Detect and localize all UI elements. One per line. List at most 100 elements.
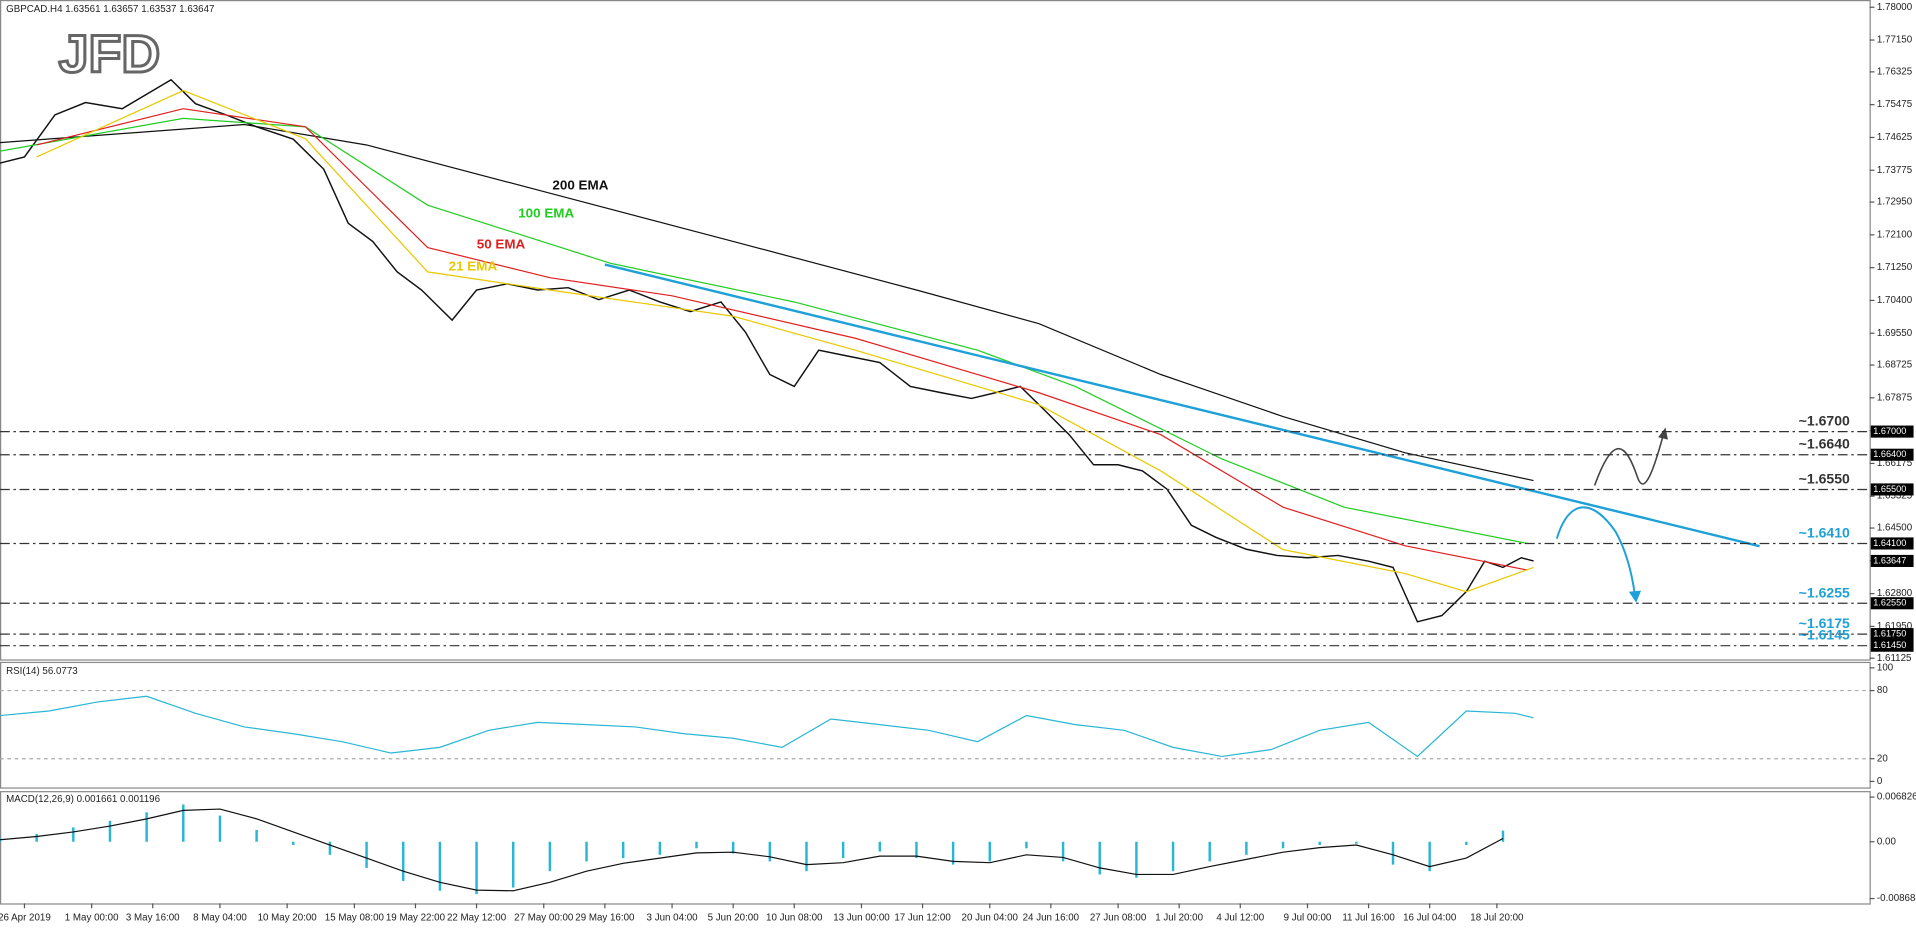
x-tick-label: 24 Jun 16:00: [1023, 912, 1080, 923]
x-tick-label: 10 May 20:00: [258, 912, 318, 923]
histogram-bar: [1465, 841, 1468, 846]
histogram-bar: [841, 841, 845, 859]
y-tick-label: 1.64500: [1877, 523, 1913, 534]
y-tick-label: -0.008688: [1877, 893, 1916, 904]
histogram-bar: [365, 841, 368, 868]
macd-title: MACD(12,26,9) 0.001661 0.001196: [6, 794, 160, 805]
histogram-bar: [1098, 841, 1101, 875]
y-tick-label: 0: [1877, 776, 1883, 787]
histogram-bar: [182, 804, 185, 842]
y-tick-label: 1.73775: [1877, 165, 1912, 176]
y-tick-label: 1.67875: [1877, 392, 1912, 403]
histogram-bar: [328, 841, 332, 855]
last-price-label: 1.63647: [1873, 555, 1906, 565]
histogram-bar: [878, 841, 882, 852]
x-tick-label: 1 May 00:00: [65, 912, 119, 923]
histogram-bar: [402, 841, 405, 881]
level-label: ~1.6255: [1799, 584, 1850, 600]
y-tick-label: 1.69550: [1877, 328, 1913, 339]
series-label: 50 EMA: [477, 237, 526, 252]
y-tick-label: 0.00: [1877, 836, 1897, 847]
x-tick-label: 18 Jul 20:00: [1470, 912, 1524, 923]
series-label: 200 EMA: [552, 178, 608, 193]
series-label: 100 EMA: [518, 205, 574, 220]
level-label: ~1.6145: [1799, 627, 1850, 643]
level-box-label: 1.61450: [1873, 640, 1906, 650]
y-tick-label: 1.62800: [1877, 588, 1913, 599]
histogram-bar: [915, 841, 918, 859]
x-tick-label: 1 Jul 20:00: [1155, 912, 1203, 923]
y-tick-label: 1.68725: [1877, 360, 1912, 371]
x-tick-label: 5 Jun 20:00: [708, 912, 760, 923]
histogram-bar: [1501, 830, 1505, 842]
x-tick-label: 16 Jul 04:00: [1403, 912, 1457, 923]
histogram-bar: [108, 820, 112, 842]
y-tick-label: 1.77150: [1877, 35, 1913, 46]
x-tick-label: 4 Jul 12:00: [1216, 912, 1264, 923]
y-tick-label: 1.66175: [1877, 458, 1912, 469]
histogram-bar: [1061, 841, 1065, 862]
histogram-bar: [695, 841, 698, 849]
histogram-bar: [218, 815, 222, 842]
level-box: [1870, 537, 1914, 550]
y-tick-label: 1.78000: [1877, 2, 1913, 13]
arrowhead: [1658, 427, 1668, 440]
histogram-bar: [72, 827, 75, 842]
level-box-label: 1.66400: [1873, 449, 1906, 459]
series-line: [36, 108, 1528, 571]
series-label: 21 EMA: [449, 258, 498, 273]
y-tick-label: 1.70400: [1877, 295, 1913, 306]
level-box-label: 1.61750: [1873, 629, 1906, 639]
level-label: ~1.6700: [1799, 413, 1850, 429]
x-tick-label: 26 Apr 2019: [0, 912, 51, 923]
y-tick-label: 20: [1877, 753, 1888, 764]
histogram-bar: [255, 829, 258, 842]
level-box-label: 1.67000: [1873, 426, 1906, 436]
histogram-bar: [805, 841, 808, 872]
y-tick-label: 1.61950: [1877, 621, 1913, 632]
rsi-title: RSI(14) 56.0773: [6, 666, 78, 677]
series-line: [36, 89, 1534, 593]
chart-title: GBPCAD.H4 1.63561 1.63657 1.63537 1.6364…: [6, 4, 214, 15]
arrowhead: [1628, 590, 1642, 603]
y-tick-label: 0.006826: [1877, 792, 1916, 803]
y-tick-label: 1.75475: [1877, 99, 1912, 110]
x-tick-label: 29 May 16:00: [575, 912, 635, 923]
level-box: [1870, 628, 1914, 641]
series-line: [0, 695, 1534, 758]
histogram-bar: [768, 841, 772, 862]
y-tick-label: 1.72100: [1877, 229, 1913, 240]
histogram-bar: [1428, 841, 1431, 872]
level-label: ~1.6175: [1799, 615, 1850, 631]
y-tick-label: 1.65325: [1877, 491, 1912, 502]
level-box-label: 1.64100: [1873, 538, 1906, 548]
level-box: [1870, 448, 1914, 461]
histogram-bar: [1391, 841, 1395, 865]
histogram-bar: [511, 841, 515, 888]
histogram-bar: [731, 841, 735, 854]
y-tick-label: 100: [1877, 662, 1894, 673]
price-panel: [0, 0, 1871, 661]
y-tick-label: 1.71250: [1877, 262, 1913, 273]
histogram-bar: [438, 841, 442, 891]
histogram-bar: [621, 841, 625, 859]
histogram-bar: [475, 841, 478, 895]
y-tick-label: 1.72950: [1877, 197, 1913, 208]
histogram-bar: [1281, 841, 1285, 849]
level-box: [1870, 425, 1914, 438]
series-line: [0, 123, 1534, 482]
x-tick-label: 27 May 00:00: [514, 912, 574, 923]
level-label: ~1.6550: [1799, 471, 1850, 487]
histogram-bar: [1355, 841, 1358, 844]
level-label: ~1.6640: [1799, 436, 1850, 452]
histogram-bar: [145, 812, 148, 842]
y-tick-label: 1.74625: [1877, 132, 1912, 143]
rsi-panel: [0, 661, 1871, 789]
series-line: [0, 78, 1534, 623]
histogram-bar: [1245, 841, 1248, 855]
histogram-bar: [988, 841, 991, 862]
level-box: [1870, 639, 1914, 652]
y-tick-label: 1.76325: [1877, 66, 1912, 77]
x-tick-label: 15 May 08:00: [325, 912, 385, 923]
